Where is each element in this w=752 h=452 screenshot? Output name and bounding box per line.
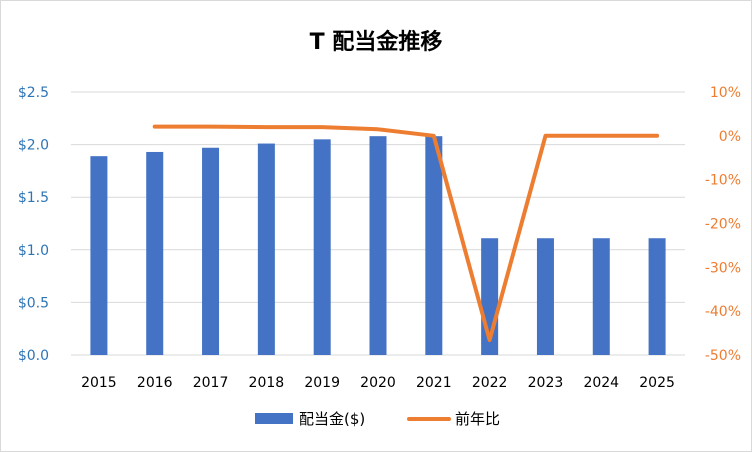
- bar-2018: [257, 143, 275, 355]
- right-tick-label: -20%: [705, 217, 741, 233]
- x-tick-label: 2021: [416, 375, 452, 391]
- right-axis: 10% 0% -10% -20% -30% -40% -50%: [705, 85, 741, 364]
- x-tick-label: 2023: [528, 375, 564, 391]
- x-tick-label: 2025: [639, 375, 675, 391]
- x-tick-label: 2016: [137, 375, 173, 391]
- left-tick-label: $0.0: [18, 348, 49, 364]
- right-tick-label: -30%: [705, 260, 741, 276]
- x-tick-label: 2024: [583, 375, 619, 391]
- legend-line-label: 前年比: [455, 410, 500, 428]
- left-tick-label: $2.5: [18, 85, 49, 101]
- bar-2024: [592, 238, 610, 355]
- bar-2015: [90, 156, 108, 355]
- x-tick-label: 2018: [249, 375, 285, 391]
- left-tick-label: $2.0: [18, 138, 49, 154]
- x-tick-label: 2020: [360, 375, 396, 391]
- x-tick-label: 2022: [472, 375, 508, 391]
- bar-2017: [202, 147, 220, 355]
- right-tick-label: 0%: [719, 129, 741, 145]
- bar-2025: [648, 238, 666, 355]
- right-tick-label: 10%: [710, 85, 741, 101]
- left-tick-label: $1.0: [18, 243, 49, 259]
- x-tick-label: 2019: [304, 375, 340, 391]
- left-tick-label: $1.5: [18, 190, 49, 206]
- left-tick-label: $0.5: [18, 295, 49, 311]
- bar-series: [90, 136, 666, 355]
- legend-bar-swatch: [255, 413, 293, 424]
- x-tick-label: 2017: [193, 375, 229, 391]
- bar-2016: [146, 151, 164, 355]
- line-series: [152, 124, 660, 343]
- bar-2023: [536, 238, 554, 355]
- chart-title: T 配当金推移: [310, 29, 443, 55]
- bar-2021: [425, 136, 443, 355]
- right-tick-label: -10%: [705, 173, 741, 189]
- bar-2019: [313, 139, 331, 355]
- legend-bar-label: 配当金($): [299, 410, 365, 428]
- right-tick-label: -40%: [705, 304, 741, 320]
- x-tick-label: 2015: [81, 375, 117, 391]
- left-axis: $0.0 $0.5 $1.0 $1.5 $2.0 $2.5: [18, 85, 49, 364]
- yoy-line: [152, 124, 660, 343]
- right-tick-label: -50%: [705, 348, 741, 364]
- legend: 配当金($) 前年比: [255, 410, 500, 428]
- bar-2020: [369, 136, 387, 355]
- x-axis: 2015 2016 2017 2018 2019 2020 2021 2022 2023 2024…: [81, 375, 675, 391]
